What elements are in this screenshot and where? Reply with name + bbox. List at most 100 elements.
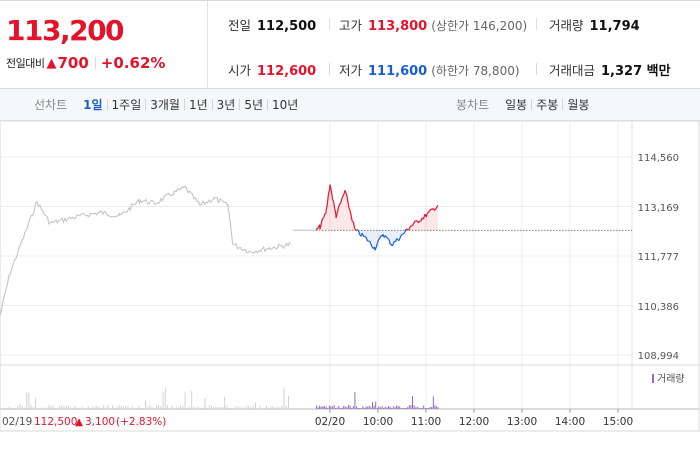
y-tick-label: 114,560 [638,153,679,164]
area-fill [330,184,332,231]
today-line-segment [335,212,338,219]
today-line-segment [325,205,328,212]
volume-bar [279,407,281,409]
volume-bar [123,407,124,409]
volume-bar [424,408,426,409]
area-fill [391,230,392,246]
volume-bar [391,408,393,409]
today-line-segment [370,244,373,248]
volume-bar [85,408,87,409]
volume-bar [167,405,168,409]
volume-bar [392,406,394,409]
period-10y[interactable]: 10년 [272,98,299,112]
period-5y[interactable]: 5년 [244,98,264,112]
volume-bar [437,407,439,409]
x-axis: 02/20 10:00 11:00 12:00 13:00 14:00 15:0… [315,416,633,428]
volume-bar [421,408,423,409]
today-line-segment [409,225,412,228]
volume-bar [32,406,34,409]
volume-bar [173,408,175,409]
period-1w[interactable]: 1주일 [111,98,142,112]
volume-legend-label: 거래량 [657,373,685,385]
area-fill [398,230,400,241]
volume-bar [365,406,367,409]
volume-bar [215,406,217,409]
today-line-segment [417,220,421,224]
volume-bar [162,392,164,409]
volume-bar [349,405,351,409]
candle-weekly[interactable]: 주봉 [536,98,559,112]
volume-bar [136,407,138,409]
today-series [315,184,632,251]
volume-bar [384,406,386,409]
volume-bar [195,407,197,409]
candle-chart-label: 봉차트 [456,98,490,112]
volume-bar [127,406,129,409]
volume-bar [268,407,270,409]
volume-bar [250,407,252,409]
volume-bar [83,408,85,409]
candle-daily[interactable]: 일봉 [505,98,528,112]
volume-bar [399,406,401,409]
stat-volume: 거래량 11,794 [549,18,640,34]
today-line-segment [331,198,335,202]
area-fill [367,230,369,242]
volume-bar [90,408,91,409]
plot-frame [0,121,700,432]
volume-bar [175,406,177,409]
volume-bar [283,387,285,409]
period-1y[interactable]: 1년 [188,98,208,112]
candle-monthly[interactable]: 월봉 [567,98,590,112]
today-line-segment [329,184,332,191]
volume-bar [388,406,389,409]
volume-bar [79,408,80,409]
volume-bar [277,406,278,409]
volume-bar [10,408,12,409]
volume-bar [274,407,276,409]
today-line-segment [430,208,433,210]
volume-bar [87,405,89,409]
today-line-segment [369,240,372,245]
volume-bar [116,406,118,409]
up-triangle-icon: ▲ [46,55,57,71]
volume-bar [164,387,166,409]
volume-bar [160,406,162,409]
period-1d[interactable]: 1일 [83,98,103,112]
volume-bar [332,406,333,409]
volume-bar [426,408,428,409]
volume-bar [428,408,429,409]
x-tick-label: 14:00 [555,416,585,428]
divider [531,99,533,110]
today-line-segment [376,239,380,244]
volume-bar [259,406,261,409]
volume-bar [134,408,135,409]
volume-bar [415,407,417,409]
period-3y[interactable]: 3년 [216,98,236,112]
today-line-segment [387,238,390,240]
volume-bar [70,407,72,409]
volume-bar [125,405,127,409]
divider [536,63,537,75]
x-tick-label: 10:00 [363,416,393,428]
volume-bar [13,408,14,409]
volume-bar [246,405,248,409]
area-fill [435,206,437,231]
period-3m[interactable]: 3개월 [150,98,180,112]
today-line-segment [365,237,368,242]
area-fill [418,221,420,231]
today-line-segment [337,204,341,208]
volume-bar [261,408,263,409]
volume-bar [320,406,322,409]
volume-bar [413,405,415,409]
today-line-segment [323,213,326,218]
x-tick-label: 12:00 [459,416,489,428]
today-line-segment [349,209,352,216]
y-tick-label: 113,169 [638,203,679,214]
volume-bar [230,408,232,409]
price-box: 113,200 전일대비 ▲ 700 +0.62% [0,1,208,89]
area-fill [394,230,396,242]
volume-bar [317,407,319,409]
volume-bar [338,405,340,409]
volume-bar [19,403,21,409]
volume-bar [180,405,182,409]
